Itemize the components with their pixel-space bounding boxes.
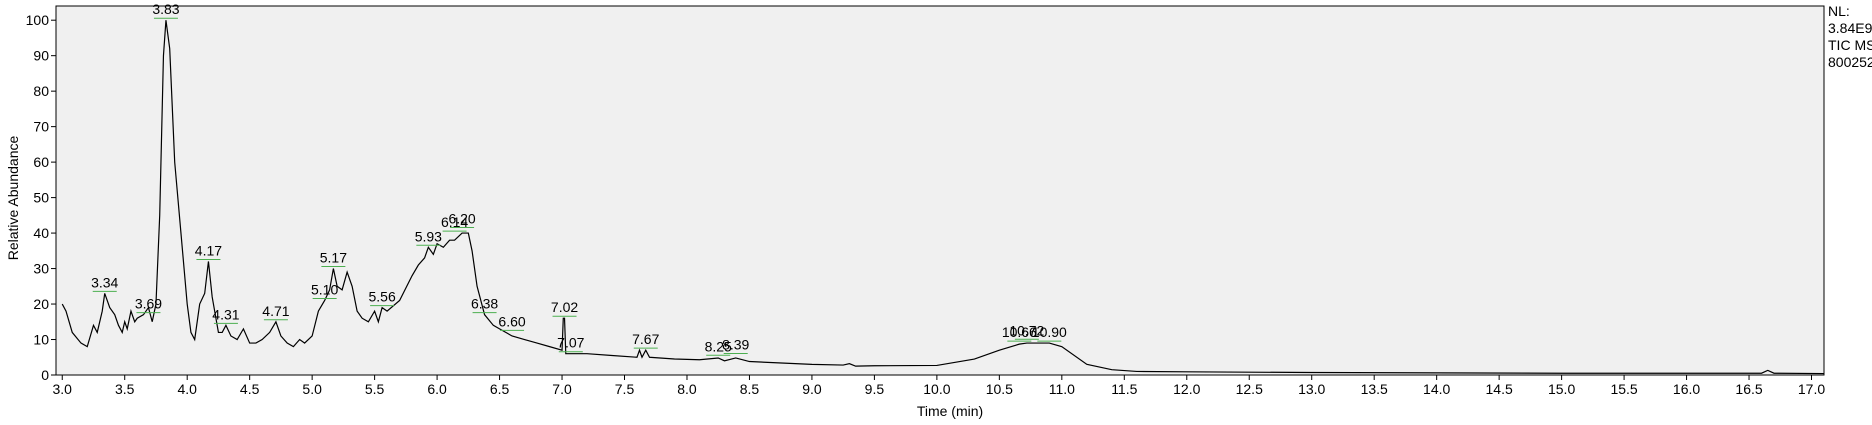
y-tick-label: 50: [33, 190, 49, 206]
x-tick-label: 6.5: [490, 381, 510, 397]
peak-label: 3.34: [91, 274, 118, 290]
x-tick-label: 12.0: [1173, 381, 1200, 397]
x-tick-label: 13.5: [1361, 381, 1388, 397]
y-tick-label: 80: [33, 83, 49, 99]
x-tick-label: 11.0: [1049, 381, 1075, 397]
x-tick-label: 10.0: [923, 381, 950, 397]
info-line: TIC MS: [1828, 37, 1872, 53]
x-tick-label: 16.5: [1735, 381, 1762, 397]
y-tick-label: 0: [41, 367, 49, 383]
peak-label: 6.60: [498, 313, 525, 329]
trace: [61, 20, 1825, 375]
y-tick-label: 30: [33, 261, 49, 277]
peak-label: 10.72: [1009, 322, 1044, 338]
x-tick-label: 9.0: [802, 381, 822, 397]
plot-area: [55, 5, 1825, 376]
x-tick-label: 12.5: [1236, 381, 1263, 397]
peak-label: 4.31: [212, 306, 239, 322]
info-line: 3.84E9: [1828, 20, 1872, 36]
y-tick-label: 90: [33, 48, 49, 64]
x-tick-label: 6.0: [427, 381, 447, 397]
peak-label: 10.66: [1002, 324, 1037, 340]
y-axis-title: Relative Abundance: [5, 136, 21, 261]
x-tick-label: 15.0: [1548, 381, 1575, 397]
x-tick-label: 5.0: [302, 381, 322, 397]
peak-label: 4.17: [195, 242, 222, 258]
peak-label: 3.83: [152, 1, 179, 17]
y-tick-label: 100: [26, 12, 50, 28]
peak-label: 5.93: [415, 228, 442, 244]
y-tick-label: 60: [33, 154, 49, 170]
peak-label: 3.69: [135, 296, 162, 312]
x-tick-label: 10.5: [986, 381, 1013, 397]
x-tick-label: 9.5: [865, 381, 885, 397]
x-tick-label: 8.0: [677, 381, 697, 397]
peak-label: 8.25: [705, 338, 732, 354]
x-tick-label: 5.5: [365, 381, 385, 397]
peak-label: 4.71: [262, 303, 289, 319]
peak-label: 7.67: [632, 331, 659, 347]
peak-label: 5.17: [320, 250, 347, 266]
x-tick-label: 4.0: [177, 381, 197, 397]
peak-label: 6.14: [441, 214, 468, 230]
y-tick-label: 20: [33, 296, 49, 312]
peak-label: 6.38: [471, 296, 498, 312]
x-tick-label: 7.0: [552, 381, 572, 397]
x-tick-label: 4.5: [240, 381, 260, 397]
x-tick-label: 13.0: [1298, 381, 1325, 397]
peak-label: 7.02: [551, 299, 578, 315]
x-tick-label: 8.5: [740, 381, 760, 397]
peak-label: 8.39: [722, 336, 749, 352]
x-tick-label: 14.0: [1423, 381, 1450, 397]
x-tick-label: 7.5: [615, 381, 635, 397]
info-line: 800252: [1828, 54, 1872, 70]
peak-label: 6.20: [448, 211, 475, 227]
peak-label: 5.10: [311, 281, 338, 297]
y-tick-label: 70: [33, 119, 49, 135]
x-axis-title: Time (min): [917, 403, 983, 419]
info-line: NL:: [1828, 3, 1850, 19]
y-tick-label: 40: [33, 225, 49, 241]
x-tick-label: 14.5: [1486, 381, 1513, 397]
x-tick-label: 17.0: [1798, 381, 1825, 397]
x-tick-label: 3.0: [53, 381, 73, 397]
x-tick-label: 11.5: [1111, 381, 1137, 397]
x-tick-label: 15.5: [1610, 381, 1637, 397]
x-tick-label: 16.0: [1673, 381, 1700, 397]
x-tick-label: 3.5: [115, 381, 135, 397]
peak-label: 10.90: [1032, 324, 1067, 340]
peak-label: 5.56: [368, 289, 395, 305]
y-tick-label: 10: [33, 332, 49, 348]
peak-label: 7.07: [557, 335, 584, 351]
